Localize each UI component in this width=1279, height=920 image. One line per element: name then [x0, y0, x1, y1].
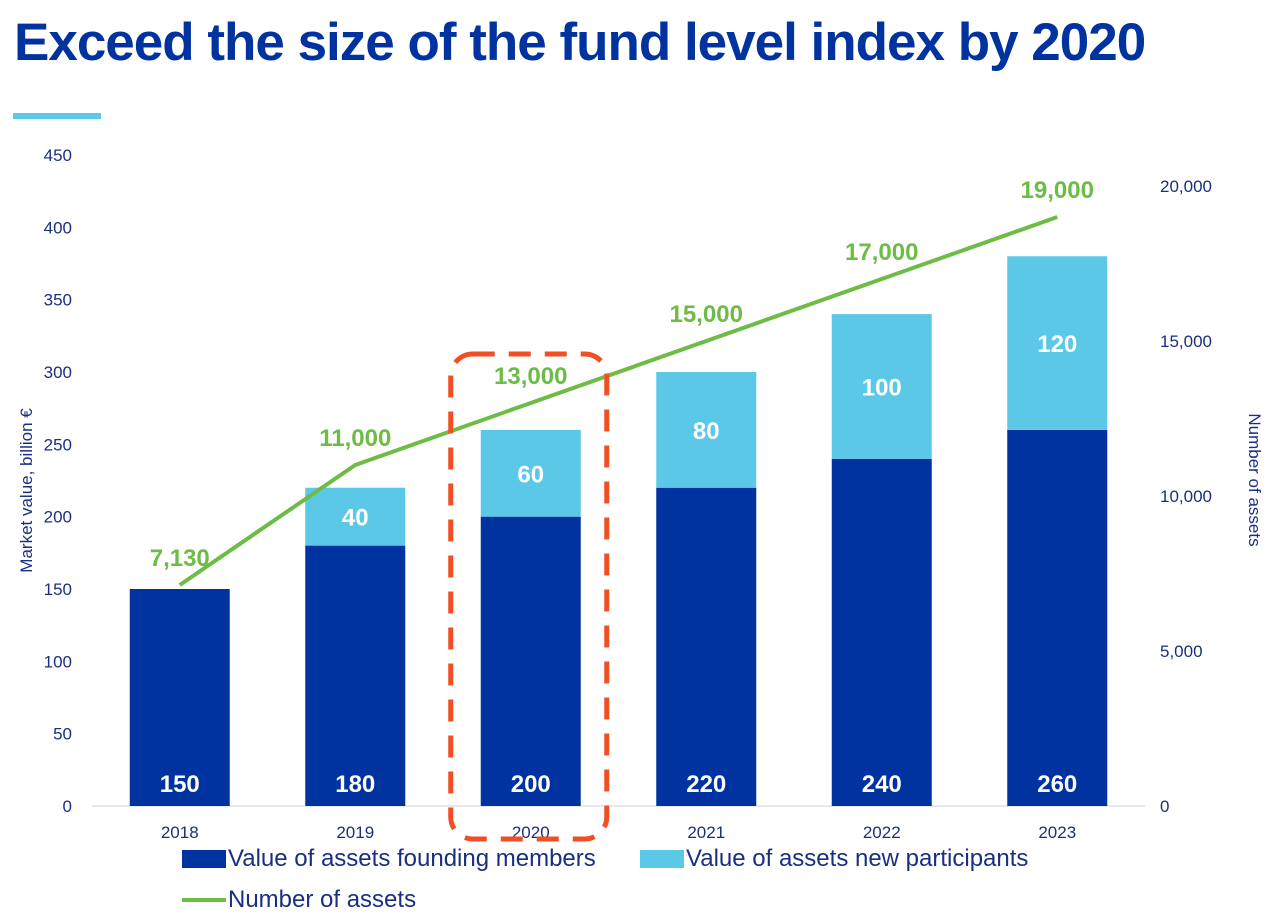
- x-tick-label: 2021: [687, 823, 725, 842]
- line-point-label: 15,000: [670, 301, 743, 328]
- y2-tick-label: 15,000: [1160, 332, 1212, 351]
- bar-founding-label: 220: [686, 771, 726, 798]
- y-tick-label: 0: [63, 797, 72, 816]
- bar-founding-2022: [831, 458, 932, 806]
- page-title: Exceed the size of the fund level index …: [14, 13, 1146, 72]
- bar-new-2021: [656, 372, 757, 488]
- legend-founding: Value of assets founding members: [182, 845, 596, 873]
- bar-founding-label: 260: [1037, 771, 1077, 798]
- bar-new-2019: [305, 487, 406, 546]
- y-tick-label: 150: [44, 580, 72, 599]
- highlight-box-2020: [448, 351, 610, 842]
- bar-new-2022: [831, 314, 932, 459]
- bar-founding-label: 200: [511, 771, 551, 798]
- legend-line: Number of assets: [182, 886, 416, 914]
- y-tick-label: 250: [44, 435, 72, 454]
- bar-founding-label: 180: [335, 771, 375, 798]
- legend-label-new: Value of assets new participants: [686, 845, 1029, 872]
- x-tick-label: 2018: [161, 823, 199, 842]
- bar-founding-label: 240: [862, 771, 902, 798]
- x-tick-label: 2022: [863, 823, 901, 842]
- bar-new-label: 100: [862, 374, 902, 401]
- bar-founding-2020: [480, 516, 581, 806]
- line-point-label: 17,000: [845, 239, 918, 266]
- legend-swatch-line: [182, 898, 226, 902]
- y-tick-label: 50: [53, 725, 72, 744]
- title-accent-rule: [13, 113, 101, 119]
- legend-label-founding: Value of assets founding members: [228, 845, 596, 872]
- bar-founding-2018: [129, 589, 230, 806]
- y-tick-label: 200: [44, 508, 72, 527]
- bar-new-label: 120: [1037, 331, 1077, 358]
- legend-swatch-new: [640, 850, 684, 868]
- bar-founding-2023: [1007, 429, 1108, 806]
- y2-tick-label: 5,000: [1160, 642, 1203, 661]
- y-axis-title: Market value, billion €: [17, 408, 36, 573]
- x-tick-label: 2019: [336, 823, 374, 842]
- bar-new-2020: [480, 429, 581, 517]
- legend-swatch-founding: [182, 850, 226, 868]
- line-number-of-assets: [178, 215, 1058, 587]
- bar-new-label: 40: [342, 505, 369, 532]
- y-tick-label: 400: [44, 218, 72, 237]
- y-tick-label: 450: [44, 146, 72, 165]
- y2-tick-label: 10,000: [1160, 487, 1212, 506]
- y-tick-label: 300: [44, 363, 72, 382]
- bar-new-2023: [1007, 256, 1108, 430]
- bar-founding-2021: [656, 487, 757, 806]
- x-tick-label: 2023: [1038, 823, 1076, 842]
- line-point-label: 13,000: [494, 363, 567, 390]
- bar-founding-2019: [305, 545, 406, 806]
- y-tick-label: 350: [44, 291, 72, 310]
- y-tick-label: 100: [44, 652, 72, 671]
- y2-tick-label: 20,000: [1160, 177, 1212, 196]
- legend-label-line: Number of assets: [228, 886, 417, 913]
- y2-tick-label: 0: [1160, 797, 1169, 816]
- bar-new-label: 60: [517, 461, 544, 488]
- line-point-label: 19,000: [1021, 177, 1094, 204]
- y2-axis-title: Number of assets: [1245, 413, 1264, 546]
- bar-founding-label: 150: [160, 771, 200, 798]
- line-point-label: 7,130: [150, 545, 210, 572]
- legend-new: Value of assets new participants: [640, 845, 1028, 873]
- line-point-label: 11,000: [319, 425, 391, 452]
- bar-new-label: 80: [693, 418, 720, 445]
